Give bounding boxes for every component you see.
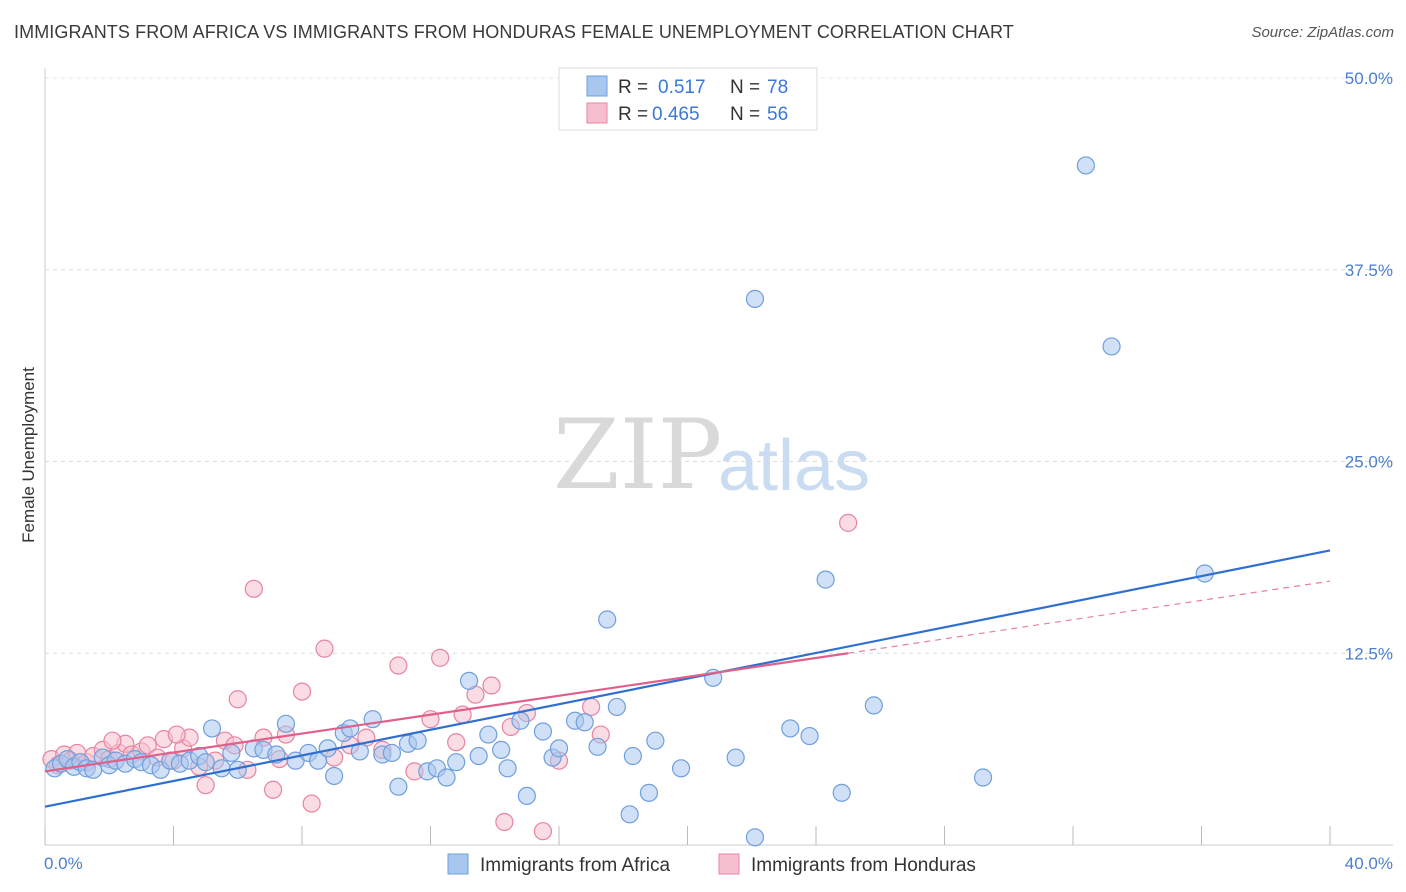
bottom-legend-swatch-africa [447, 853, 469, 875]
legend-r-value-honduras: 0.465 [652, 104, 700, 125]
legend-n-value-africa: 78 [767, 77, 788, 98]
africa-point-44 [437, 768, 456, 787]
africa-point-61 [620, 805, 639, 824]
y-tick-labels: 12.5% 25.0% 37.5% 50.0% [1345, 69, 1393, 663]
africa-point-52 [517, 786, 536, 806]
africa-point-51 [511, 711, 530, 730]
africa-point-49 [492, 740, 511, 759]
honduras-point-49 [533, 822, 553, 841]
honduras-point-46 [495, 812, 514, 832]
honduras-point-38 [389, 656, 408, 675]
y-tick-label-1: 25.0% [1345, 453, 1393, 472]
legend-swatch-africa [586, 75, 608, 97]
africa-point-70 [781, 719, 800, 738]
x-tick-label-max: 40.0% [1345, 854, 1393, 873]
watermark-atlas: atlas [718, 426, 870, 506]
africa-point-21 [212, 759, 231, 778]
africa-point-59 [598, 610, 617, 629]
bottom-legend-label-honduras: Immigrants from Honduras [751, 855, 976, 876]
legend-r-value-africa: 0.517 [658, 77, 706, 98]
africa-point-74 [864, 696, 883, 715]
africa-point-46 [459, 671, 479, 690]
honduras-point-32 [302, 794, 321, 813]
africa-point-50 [498, 759, 517, 778]
y-tick-label-2: 37.5% [1345, 261, 1393, 280]
axes [44, 68, 1393, 846]
africa-point-73 [832, 783, 851, 802]
africa-point-65 [671, 759, 691, 778]
honduras-point-55 [167, 725, 186, 744]
source-label: Source: ZipAtlas.com [1251, 24, 1394, 41]
legend-r-label-africa: R = [618, 77, 648, 98]
africa-point-39 [389, 777, 408, 796]
africa-point-47 [469, 746, 488, 766]
africa-point-72 [816, 570, 835, 589]
africa-point-53 [533, 722, 553, 741]
africa-point-20 [202, 719, 222, 738]
honduras-point-45 [482, 676, 501, 695]
africa-point-77 [1102, 337, 1121, 356]
bottom-legend: Immigrants from Africa Immigrants from H… [447, 853, 976, 876]
africa-point-62 [623, 746, 642, 766]
x-tick-label-min: 0.0% [44, 854, 83, 873]
trend-line-honduras-extension [848, 580, 1331, 654]
honduras-point-42 [447, 733, 466, 752]
africa-point-71 [800, 726, 819, 746]
africa-point-75 [973, 768, 993, 787]
y-tick-label-0: 12.5% [1345, 644, 1393, 663]
honduras-point-54 [103, 731, 122, 750]
gridlines [45, 77, 1393, 654]
legend-n-label-africa: N = [730, 77, 760, 98]
honduras-point-26 [244, 579, 263, 598]
legend-n-value-honduras: 56 [767, 104, 788, 125]
honduras-point-28 [263, 780, 283, 799]
legend-n-label-honduras: N = [730, 104, 760, 125]
honduras-point-31 [292, 682, 312, 701]
africa-point-58 [588, 737, 607, 756]
legend-swatch-honduras [586, 102, 608, 124]
honduras-point-20 [196, 776, 215, 795]
africa-point-76 [1076, 156, 1095, 175]
africa-point-32 [325, 766, 344, 786]
africa-point-63 [639, 783, 659, 802]
honduras-point-41 [431, 648, 450, 667]
legend-r-label-honduras: R = [618, 104, 648, 125]
africa-point-48 [479, 725, 498, 744]
africa-point-41 [408, 731, 427, 750]
series-honduras-points [42, 513, 858, 841]
africa-point-68 [745, 828, 765, 847]
africa-point-19 [196, 753, 215, 772]
honduras-point-24 [228, 690, 247, 709]
y-axis-label: Female Unemployment [19, 367, 38, 543]
trend-line-honduras [44, 652, 849, 773]
africa-point-38 [382, 743, 402, 763]
africa-point-55 [549, 739, 569, 758]
trend-line-africa [44, 549, 1331, 808]
africa-point-57 [575, 713, 594, 732]
africa-point-69 [745, 289, 765, 308]
honduras-point-53 [839, 513, 858, 532]
africa-point-27 [276, 714, 296, 733]
bottom-legend-swatch-honduras [718, 853, 740, 875]
africa-point-45 [447, 753, 466, 772]
watermark-zip: ZIP [553, 399, 722, 511]
honduras-point-51 [582, 697, 601, 717]
chart-title: IMMIGRANTS FROM AFRICA VS IMMIGRANTS FRO… [14, 22, 1014, 42]
africa-point-67 [726, 748, 745, 767]
africa-point-64 [646, 731, 665, 750]
trend-lines [44, 549, 1331, 808]
africa-point-22 [222, 743, 241, 763]
y-tick-label-3: 50.0% [1345, 69, 1393, 88]
honduras-point-13 [138, 736, 157, 755]
africa-point-60 [607, 697, 626, 717]
bottom-legend-label-africa: Immigrants from Africa [480, 855, 670, 876]
legend: R = 0.517 N = 78 R = 0.465 N = 56 [558, 67, 818, 131]
honduras-point-33 [315, 639, 334, 658]
